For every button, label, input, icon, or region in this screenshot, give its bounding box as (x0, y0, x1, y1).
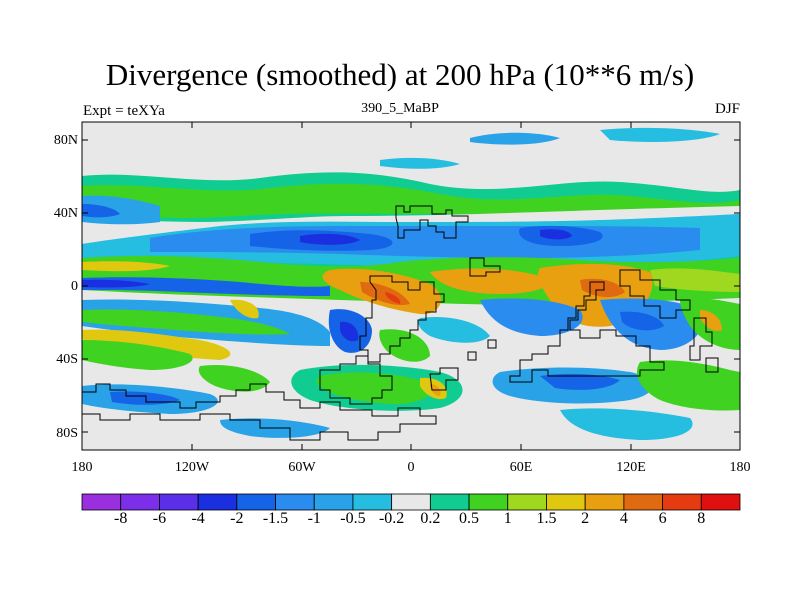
colorbar-swatch (352, 493, 393, 511)
lat-label-80s: 80S (56, 426, 78, 441)
season-label: DJF (714, 101, 740, 117)
colorbar-label: 1 (503, 510, 512, 527)
lon-label-180w: 180 (71, 460, 93, 475)
lon-label-120e: 120E (616, 460, 646, 475)
lon-label-120w: 120W (174, 460, 210, 475)
lon-label-60w: 60W (288, 460, 316, 475)
colorbar-swatch (584, 493, 625, 511)
lon-label-60e: 60E (509, 460, 533, 475)
colorbar-label: 1.5 (536, 510, 557, 527)
colorbar-label: 0.2 (420, 510, 441, 527)
colorbar-swatch (159, 493, 199, 511)
colorbar-label: -8 (114, 510, 128, 527)
colorbar-label: -1 (307, 510, 321, 527)
colorbar-swatch (391, 493, 431, 511)
colorbar-label: -6 (152, 510, 167, 527)
colorbar-swatch (120, 493, 160, 511)
colorbar-label: 8 (697, 510, 706, 527)
colorbar-swatch (429, 493, 470, 511)
colorbar-swatch (313, 493, 354, 511)
lat-label-40n: 40N (53, 206, 78, 221)
experiment-label: Expt = teXYa (83, 103, 165, 119)
axis-ticks (81, 122, 741, 450)
contour-field (82, 122, 740, 450)
colorbar-label: -2 (230, 510, 244, 527)
lon-label-180e: 180 (729, 460, 751, 475)
colorbar-label: -1.5 (262, 510, 289, 527)
colorbar-label: 2 (581, 510, 590, 527)
colorbar-swatch (468, 493, 509, 511)
lat-label-0: 0 (71, 279, 78, 294)
colorbar-swatch (700, 493, 741, 511)
colorbar-swatch (662, 493, 702, 511)
colorbar-swatch (275, 493, 315, 511)
plot-title: Divergence (smoothed) at 200 hPa (10**6 … (105, 57, 695, 92)
colorbar-label: -0.5 (340, 510, 366, 527)
subtitle-label: 390_5_MaBP (361, 101, 439, 116)
lat-label-80n: 80N (53, 133, 78, 148)
lat-label-40s: 40S (56, 352, 78, 367)
colorbar-swatch (623, 493, 663, 511)
colorbar-swatch (236, 493, 276, 511)
colorbar-swatch (81, 493, 122, 511)
lon-label-0: 0 (407, 460, 415, 475)
colorbar-label: 0.5 (459, 510, 480, 527)
coastline-outlines (82, 205, 719, 441)
colorbar (81, 493, 741, 511)
colorbar-swatch (197, 493, 238, 511)
colorbar-label: 4 (619, 510, 628, 527)
colorbar-swatch (546, 493, 586, 511)
colorbar-label: 6 (658, 510, 667, 527)
colorbar-label: -0.2 (378, 510, 405, 527)
colorbar-swatch (507, 493, 547, 511)
colorbar-label: -4 (191, 510, 205, 527)
